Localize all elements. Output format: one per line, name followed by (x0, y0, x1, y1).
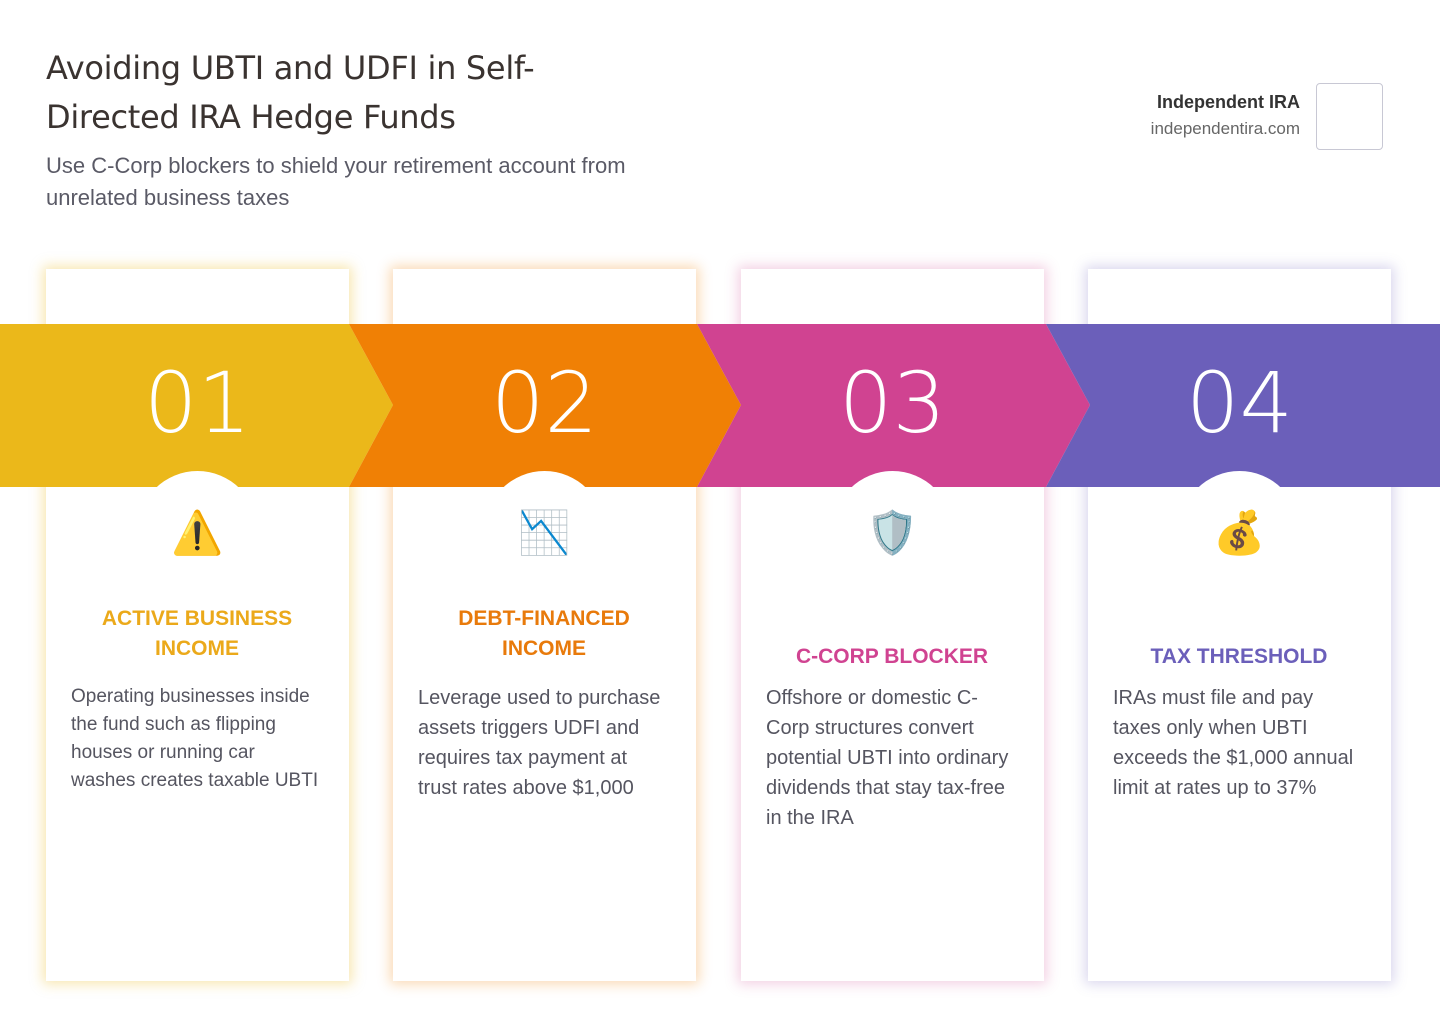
step-number: 04 (1186, 354, 1293, 452)
step-body: IRAs must file and pay taxes only when U… (1113, 687, 1354, 799)
step-arrow (1046, 324, 1440, 487)
step-icon: 📉 (518, 509, 571, 556)
step-body: Offshore or domestic C-Corp structures c… (766, 687, 1009, 829)
step-arrow (697, 324, 1090, 487)
brand-name: Independent IRA (1157, 92, 1300, 112)
step-number: 03 (839, 354, 946, 452)
step-heading: TAX THRESHOLD (1150, 645, 1328, 668)
step-heading: C-CORP BLOCKER (795, 645, 989, 668)
icon-mask (830, 487, 955, 547)
step-arrow (0, 324, 393, 487)
step-number: 02 (491, 354, 598, 452)
icon-mask (482, 487, 607, 547)
brand-url: independentira.com (1150, 119, 1300, 138)
subtitle: Use C-Corp blockers to shield your retir… (46, 153, 626, 210)
step-icon: 🛡️ (866, 509, 919, 556)
step-body: Operating businesses inside the fund suc… (71, 686, 319, 791)
logo (1316, 83, 1383, 150)
step-icon: ⚠️ (171, 509, 224, 556)
step-body: Leverage used to purchase assets trigger… (418, 687, 661, 799)
icon-mask (135, 487, 260, 547)
icon-mask (1177, 487, 1302, 547)
step-heading: DEBT-FINANCED INCOME (458, 607, 630, 660)
step-icon: 💰 (1213, 509, 1266, 556)
step-arrow (349, 324, 741, 487)
step-number: 01 (144, 354, 251, 452)
step-heading: ACTIVE BUSINESS INCOME (101, 607, 293, 660)
title: Avoiding UBTI and UDFI in Self-Directed … (46, 49, 535, 136)
